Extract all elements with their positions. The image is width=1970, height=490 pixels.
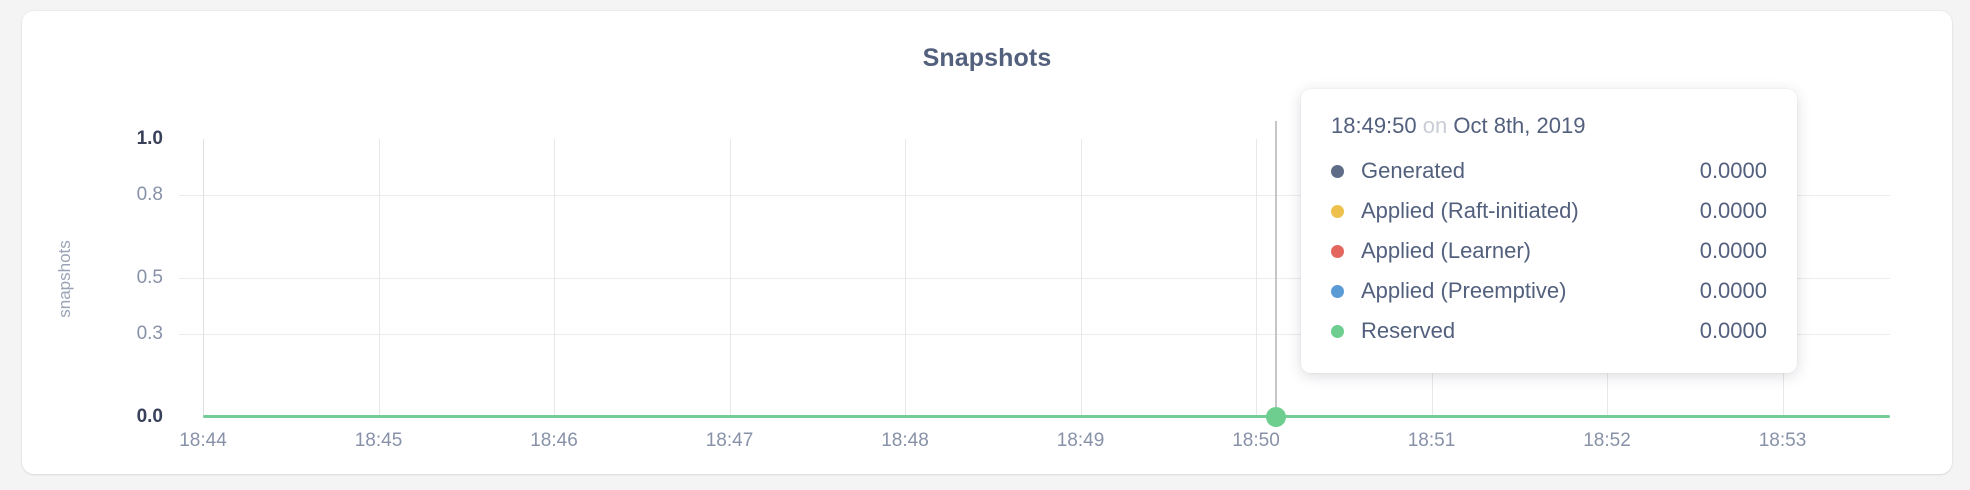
snapshots-chart-card: Snapshots snapshots 0.0 0.3 0.5 0.8 1.0 18:4… (22, 11, 1952, 474)
gridline-vertical (1256, 139, 1257, 417)
x-tick-label: 18:53 (1758, 430, 1807, 451)
tooltip-series-label: Reserved (1361, 318, 1456, 343)
tooltip-series-row: Applied (Preemptive) 0.0000 (1331, 271, 1767, 311)
page-title: Snapshots (922, 44, 1052, 72)
gridline-vertical (1080, 139, 1082, 417)
tooltip-series-value: 0.0000 (1699, 198, 1767, 223)
hover-point-marker[interactable] (1266, 407, 1286, 427)
gridline-vertical (905, 139, 906, 417)
y-tick-label: 0.5 (136, 267, 163, 288)
tooltip-series-row: Applied (Raft-initiated) 0.0000 (1331, 191, 1767, 231)
tooltip-series-row: Reserved 0.0000 (1331, 311, 1767, 351)
hover-tooltip: 18:49:50 on Oct 8th, 2019 Generated 0.000… (1301, 89, 1797, 373)
tooltip-series-label: Generated (1361, 158, 1465, 183)
x-tick-label: 18:52 (1583, 430, 1631, 451)
y-axis-line (203, 139, 204, 417)
tooltip-date: Oct 8th, 2019 (1453, 113, 1586, 138)
tooltip-timestamp: 18:49:50 on Oct 8th, 2019 (1331, 113, 1767, 139)
y-axis-title: snapshots (55, 240, 74, 318)
tooltip-series-value: 0.0000 (1699, 318, 1767, 343)
x-tick-label: 18:46 (530, 430, 578, 451)
tooltip-series-row: Generated 0.0000 (1331, 151, 1767, 191)
x-tick-label: 18:48 (881, 430, 929, 451)
tooltip-series-value: 0.0000 (1699, 278, 1767, 303)
y-tick-label: 0.8 (136, 183, 163, 205)
x-tick-label: 18:50 (1232, 430, 1280, 451)
tooltip-series-label: Applied (Raft-initiated) (1361, 198, 1579, 223)
series-color-dot-icon (1331, 324, 1344, 338)
x-tick-label: 18:49 (1056, 430, 1105, 451)
tooltip-series-row: Applied (Learner) 0.0000 (1331, 231, 1767, 271)
y-tick-label: 0.0 (136, 406, 163, 427)
gridline-horizontal (179, 194, 1890, 196)
x-tick-label: 18:44 (179, 430, 227, 451)
series-color-dot-icon (1331, 164, 1344, 178)
gridline-vertical (729, 139, 731, 417)
tooltip-series-label: Applied (Learner) (1361, 238, 1531, 263)
tooltip-on-word: on (1422, 113, 1448, 138)
x-tick-label: 18:47 (705, 430, 754, 451)
hover-crosshair (1275, 121, 1277, 417)
tooltip-series-value: 0.0000 (1699, 238, 1767, 263)
gridline-vertical (378, 139, 380, 417)
tooltip-series-value: 0.0000 (1699, 158, 1767, 183)
x-tick-label: 18:51 (1407, 430, 1456, 451)
y-tick-label: 1.0 (136, 128, 163, 149)
y-tick-label: 0.3 (136, 322, 163, 344)
series-line-reserved (203, 415, 1890, 418)
x-tick-label: 18:45 (354, 430, 403, 451)
gridline-vertical (554, 139, 555, 417)
tooltip-series-list: Generated 0.0000 Applied (Raft-initiated) 0… (1331, 151, 1767, 351)
gridline-horizontal (179, 333, 1890, 335)
series-color-dot-icon (1331, 204, 1344, 218)
series-color-dot-icon (1331, 244, 1344, 258)
series-color-dot-icon (1331, 284, 1344, 298)
gridline-horizontal (179, 278, 1890, 279)
tooltip-series-label: Applied (Preemptive) (1361, 278, 1567, 303)
tooltip-time: 18:49:50 (1331, 113, 1417, 138)
